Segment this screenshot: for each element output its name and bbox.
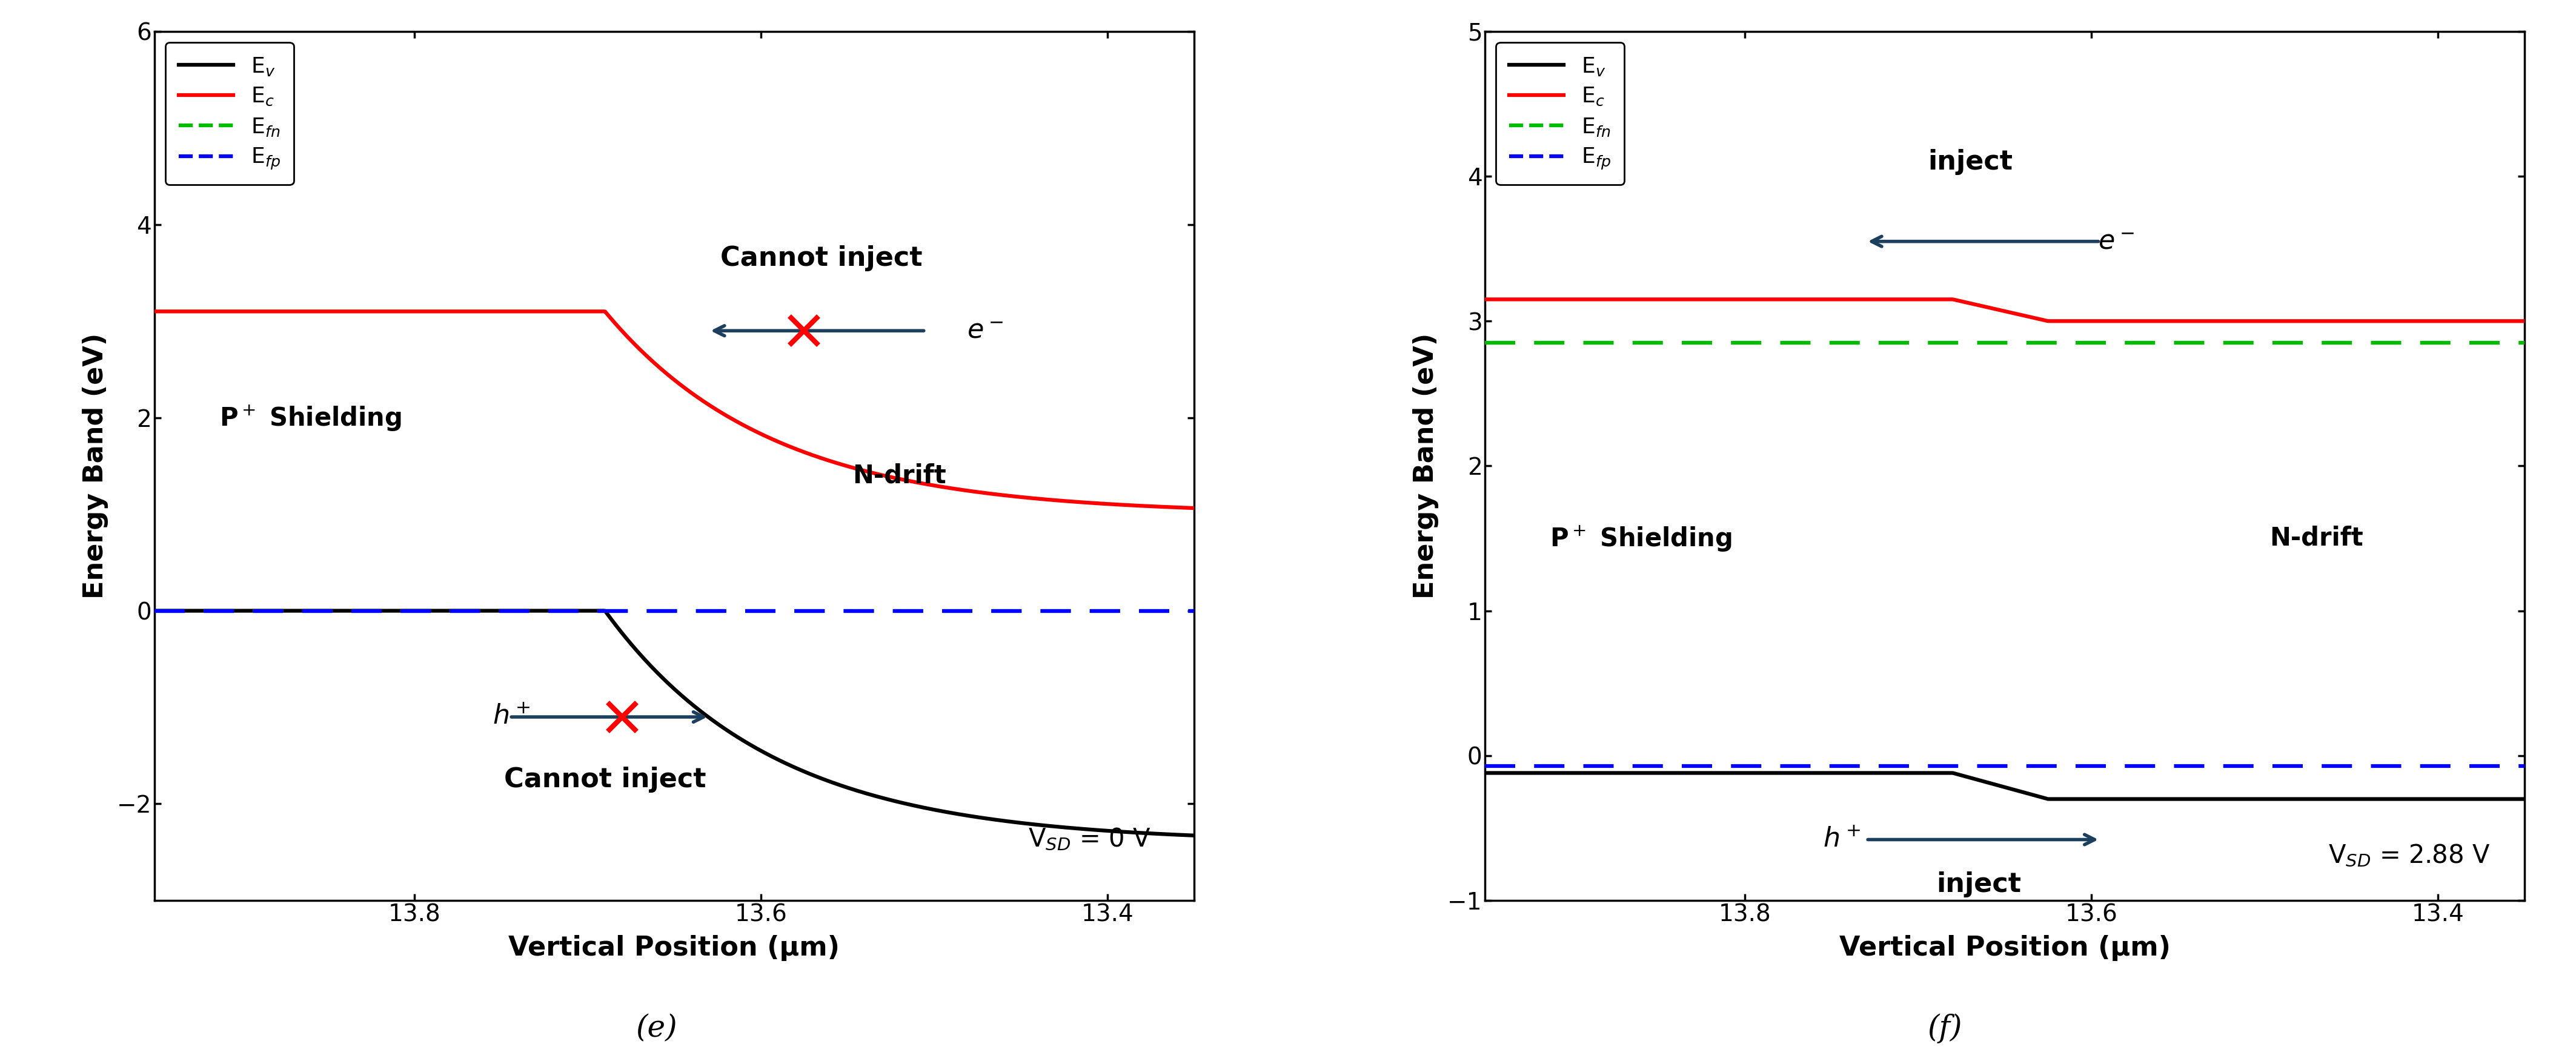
Text: Cannot inject: Cannot inject bbox=[505, 766, 706, 793]
Text: (f): (f) bbox=[1927, 1013, 1963, 1043]
Y-axis label: Energy Band (eV): Energy Band (eV) bbox=[82, 333, 108, 599]
Text: (e): (e) bbox=[636, 1013, 677, 1043]
Text: inject: inject bbox=[1937, 871, 2022, 897]
Text: V$_{SD}$ = 0 V: V$_{SD}$ = 0 V bbox=[1028, 826, 1151, 852]
Legend: E$_v$, E$_c$, E$_{fn}$, E$_{fp}$: E$_v$, E$_c$, E$_{fn}$, E$_{fp}$ bbox=[165, 42, 294, 184]
Text: P$^+$ Shielding: P$^+$ Shielding bbox=[219, 403, 402, 432]
Text: N-drift: N-drift bbox=[853, 463, 945, 488]
X-axis label: Vertical Position (μm): Vertical Position (μm) bbox=[507, 935, 840, 961]
Text: $e^-$: $e^-$ bbox=[2099, 228, 2136, 254]
Text: N-drift: N-drift bbox=[2269, 526, 2362, 551]
X-axis label: Vertical Position (μm): Vertical Position (μm) bbox=[1839, 935, 2172, 961]
Text: V$_{SD}$ = 2.88 V: V$_{SD}$ = 2.88 V bbox=[2329, 843, 2491, 869]
Text: inject: inject bbox=[1927, 149, 2012, 175]
Legend: E$_v$, E$_c$, E$_{fn}$, E$_{fp}$: E$_v$, E$_c$, E$_{fn}$, E$_{fp}$ bbox=[1497, 42, 1623, 184]
Text: $h^+$: $h^+$ bbox=[1824, 826, 1860, 852]
Text: $h^+$: $h^+$ bbox=[492, 704, 531, 730]
Text: Cannot inject: Cannot inject bbox=[721, 245, 922, 271]
Text: $e^-$: $e^-$ bbox=[966, 317, 1005, 343]
Text: P$^+$ Shielding: P$^+$ Shielding bbox=[1551, 524, 1731, 553]
Y-axis label: Energy Band (eV): Energy Band (eV) bbox=[1412, 333, 1440, 599]
